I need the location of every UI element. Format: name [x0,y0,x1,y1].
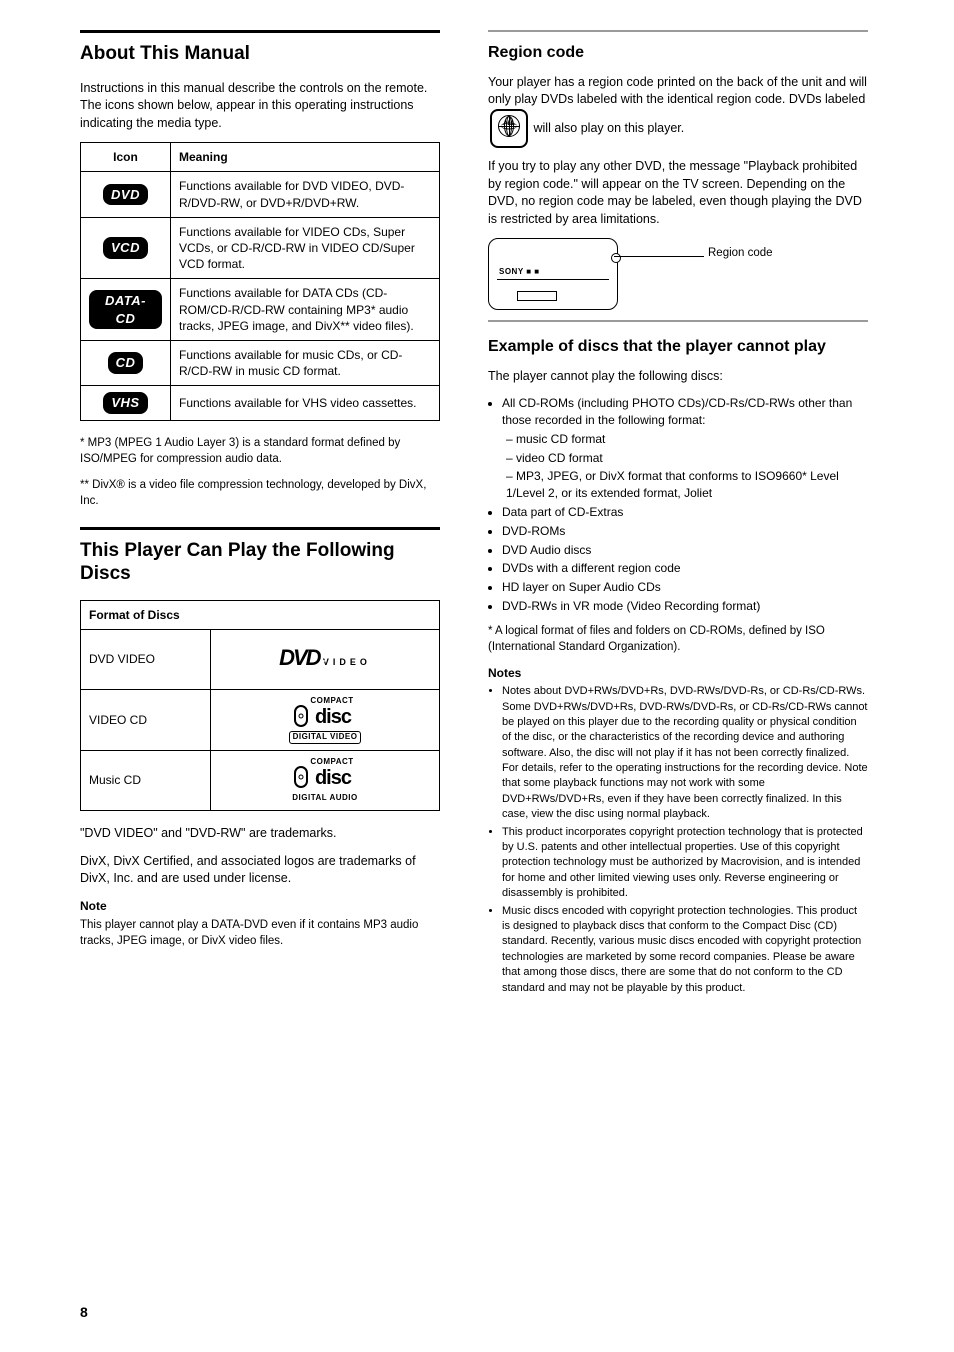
table-row: DVD VIDEO DVD VIDEO [81,630,440,690]
footnote-divx: ** DivX® is a video file compression tec… [80,477,440,509]
divider [80,30,440,33]
cannot-play-intro: The player cannot play the following dis… [488,368,868,386]
section-title-about-manual: About This Manual [80,43,440,66]
list-item: All CD-ROMs (including PHOTO CDs)/CD-Rs/… [502,395,868,429]
cell-text: Functions available for VIDEO CDs, Super… [171,217,440,279]
list-item: Data part of CD-Extras [502,504,868,521]
trademark-note-1: "DVD VIDEO" and "DVD-RW" are trademarks. [80,825,440,843]
divider [488,30,868,32]
dvd-video-logo-icon: DVD VIDEO [279,649,371,669]
badge-dvd: DVD [103,184,148,206]
compact-disc-digital-audio-logo-icon: COMPACTdisc DIGITAL AUDIO [292,757,357,804]
badge-vcd: VCD [103,237,148,259]
list-item: DVDs with a different region code [502,560,868,577]
list-item: – video CD format [506,450,868,467]
section-title-playable-discs: This Player Can Play the Following Discs [80,540,440,586]
format-label: VIDEO CD [81,690,211,751]
list-item: HD layer on Super Audio CDs [502,579,868,596]
divider [488,320,868,322]
section-title-cannot-play: Example of discs that the player cannot … [488,336,868,358]
format-label: DVD VIDEO [81,630,211,690]
compact-disc-digital-video-logo-icon: COMPACTdisc DIGITAL VIDEO [289,696,362,744]
region-code-para-1: Your player has a region code printed on… [488,74,868,149]
cannot-play-list: All CD-ROMs (including PHOTO CDs)/CD-Rs/… [488,395,868,615]
table-row: VHS Functions available for VHS video ca… [81,386,440,421]
format-table: Format of Discs DVD VIDEO DVD VIDEO VIDE… [80,600,440,811]
list-item: DVD-ROMs [502,523,868,540]
iso-footnote: * A logical format of files and folders … [488,623,868,655]
trademark-note-2: DivX, DivX Certified, and associated log… [80,853,440,888]
region-code-para-2: If you try to play any other DVD, the me… [488,158,868,228]
list-item: Music discs encoded with copyright prote… [502,904,868,996]
list-item: DVD-RWs in VR mode (Video Recording form… [502,598,868,615]
page-number: 8 [80,1303,88,1322]
icon-table-header-meaning: Meaning [171,143,440,172]
section-title-region-code: Region code [488,42,868,64]
cell-text: Functions available for DVD VIDEO, DVD-R… [171,172,440,217]
table-row: VIDEO CD COMPACTdisc DIGITAL VIDEO [81,690,440,751]
table-row: DVD Functions available for DVD VIDEO, D… [81,172,440,217]
list-item: This product incorporates copyright prot… [502,825,868,902]
icon-table: Icon Meaning DVD Functions available for… [80,142,440,421]
logo-cell: COMPACTdisc DIGITAL VIDEO [211,690,440,751]
about-manual-intro: Instructions in this manual describe the… [80,80,440,133]
region-code-all-icon: ALL [490,109,528,149]
footnote-mp3: * MP3 (MPEG 1 Audio Layer 3) is a standa… [80,435,440,467]
list-item: DVD Audio discs [502,542,868,559]
logo-cell: COMPACTdisc DIGITAL AUDIO [211,750,440,810]
region-code-text-b: will also play on this player. [533,121,684,135]
table-row: CD Functions available for music CDs, or… [81,340,440,385]
badge-data-cd: DATA-CD [89,290,162,329]
list-item: – MP3, JPEG, or DivX format that conform… [506,468,868,502]
list-item: – music CD format [506,431,868,448]
note-data-dvd: This player cannot play a DATA-DVD even … [80,917,440,949]
note-heading: Note [80,898,440,914]
table-row: VCD Functions available for VIDEO CDs, S… [81,217,440,279]
cell-text: Functions available for DATA CDs (CD-ROM… [171,279,440,341]
logo-cell: DVD VIDEO [211,630,440,690]
badge-vhs: VHS [103,392,147,414]
list-item: Notes about DVD+RWs/DVD+Rs, DVD-RWs/DVD-… [502,684,868,823]
lead-label-region-code: Region code [708,246,858,261]
badge-cd: CD [108,352,144,374]
cell-text: Functions available for VHS video casset… [171,386,440,421]
notes-heading: Notes [488,665,868,681]
table-row: Music CD COMPACTdisc DIGITAL AUDIO [81,750,440,810]
notes-list: Notes about DVD+RWs/DVD+Rs, DVD-RWs/DVD-… [488,684,868,996]
table-row: DATA-CD Functions available for DATA CDs… [81,279,440,341]
cell-text: Functions available for music CDs, or CD… [171,340,440,385]
rear-label-diagram: SONY ■ ■ Region code [488,238,668,310]
divider [80,527,440,530]
region-code-text-a: Your player has a region code printed on… [488,75,867,107]
format-table-header: Format of Discs [81,600,440,629]
format-label: Music CD [81,750,211,810]
icon-table-header-icon: Icon [81,143,171,172]
